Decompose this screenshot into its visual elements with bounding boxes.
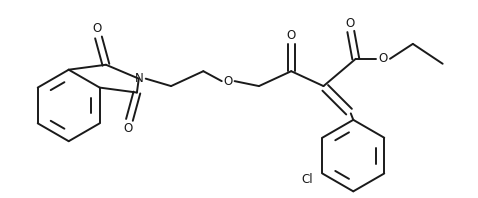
Text: O: O — [345, 17, 354, 30]
Text: O: O — [123, 122, 132, 135]
Text: O: O — [224, 75, 233, 88]
Text: N: N — [134, 72, 143, 85]
Text: O: O — [287, 29, 296, 42]
Text: O: O — [379, 52, 388, 65]
Text: O: O — [92, 23, 102, 35]
Text: Cl: Cl — [302, 173, 314, 186]
